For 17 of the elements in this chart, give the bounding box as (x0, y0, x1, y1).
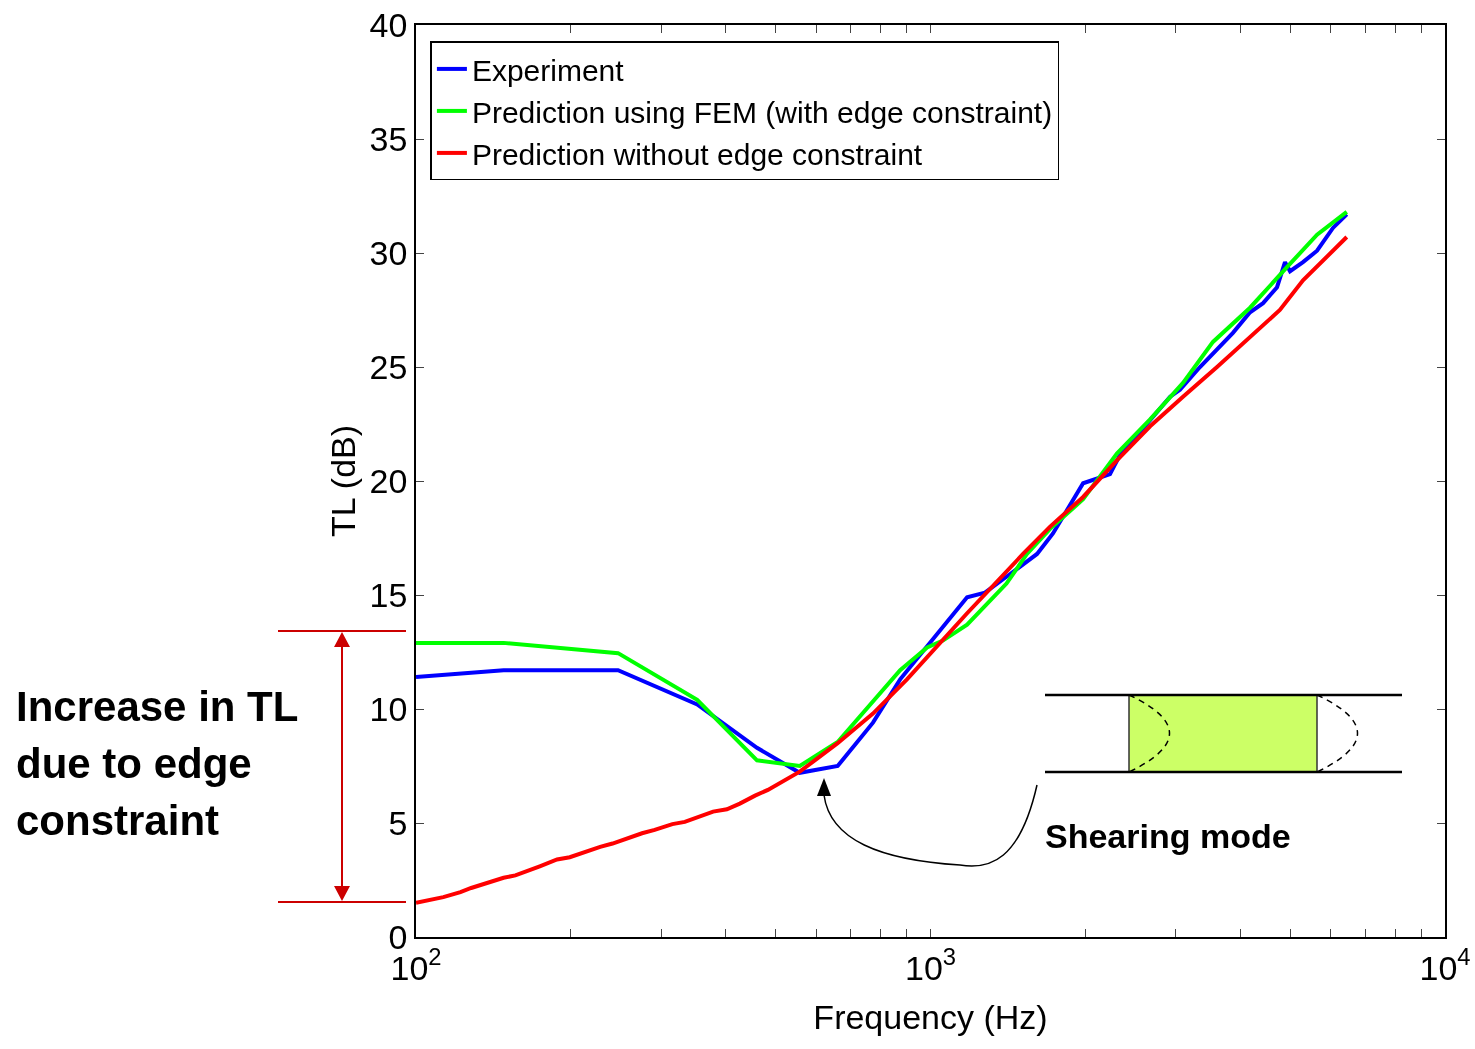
y-tick-label: 5 (388, 803, 408, 842)
annotation: Shearing mode (1045, 816, 1292, 857)
legend-label: Prediction using FEM (with edge constraint) (471, 95, 1053, 129)
y-tick-label: 15 (369, 575, 408, 614)
y-axis-title: TL (dB) (323, 424, 362, 538)
y-tick-label: 10 (369, 689, 408, 728)
y-tick-label: 20 (369, 461, 408, 500)
text: Increase in TL due to edge constraint (16, 682, 299, 846)
y-tick-label: 30 (369, 233, 408, 272)
legend-label: Prediction without edge constraint (471, 137, 923, 171)
legend-label: Experiment (471, 53, 625, 87)
x-axis-title: Frequency (Hz) (813, 998, 1048, 1037)
x-tick-label: 10$^{3}$ (904, 943, 957, 987)
x-tick-label: 10$^{4}$ (1419, 943, 1471, 987)
y-tick-label: 35 (369, 119, 408, 158)
y-tick-label: 25 (369, 347, 408, 386)
y-tick-label: 40 (369, 5, 408, 44)
